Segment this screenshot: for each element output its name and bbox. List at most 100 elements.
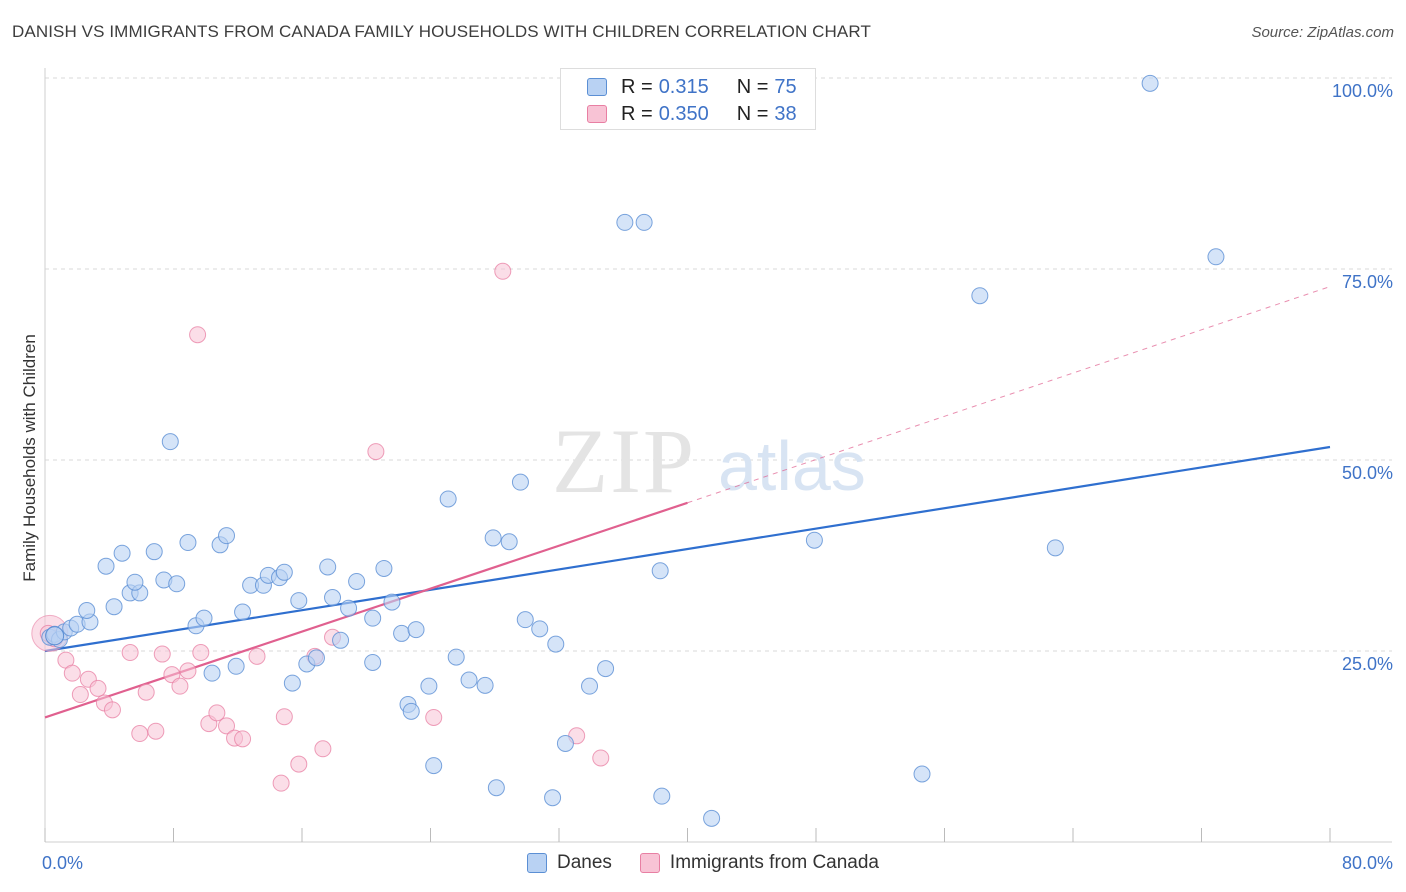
canada-point <box>290 755 308 773</box>
source-label: Source: ZipAtlas.com <box>1251 24 1394 41</box>
danes-n-value: 75 <box>774 75 797 98</box>
danes-point <box>476 676 494 694</box>
y-tick-label-25: 25.0% <box>1342 654 1393 674</box>
danes-point <box>105 598 123 616</box>
danes-point <box>195 609 213 627</box>
canada-point <box>71 686 89 704</box>
canada-point <box>314 740 332 758</box>
danes-point <box>407 621 425 639</box>
watermark-atlas: atlas <box>718 427 866 505</box>
canada-point <box>121 644 139 662</box>
danes-point <box>971 287 989 305</box>
grid-layer <box>45 77 1392 652</box>
danes-point <box>340 599 358 617</box>
canada-legend-label: Immigrants from Canada <box>669 852 879 873</box>
danes-point <box>319 558 337 576</box>
danes-point <box>227 657 245 675</box>
danes-point <box>161 433 179 451</box>
canada-trend-line-extension <box>687 286 1331 504</box>
danes-trend-line <box>44 445 1331 653</box>
canada-legend-swatch <box>639 853 660 873</box>
canada-point <box>131 725 149 743</box>
danes-point <box>1207 248 1225 266</box>
legend-row-danes: R = 0.315 N = 75 <box>587 74 797 100</box>
canada-point <box>218 717 236 735</box>
danes-legend-swatch <box>527 853 547 873</box>
canada-point <box>153 645 171 663</box>
danes-point <box>544 789 562 807</box>
danes-point <box>500 533 518 551</box>
canada-point <box>137 683 155 701</box>
danes-point <box>511 473 529 491</box>
danes-point <box>556 734 574 752</box>
y-tick-label-100: 100.0% <box>1332 81 1393 101</box>
danes-point <box>805 531 823 549</box>
canada-point <box>147 722 165 740</box>
legend-item-canada[interactable]: Immigrants from Canada <box>639 852 879 874</box>
danes-point <box>78 602 96 620</box>
danes-point <box>218 527 236 545</box>
correlation-legend: R = 0.315 N = 75 R = 0.350 N = 38 <box>560 68 816 130</box>
y-tick-label-50: 50.0% <box>1342 463 1393 483</box>
danes-point <box>420 677 438 695</box>
canada-point <box>425 708 443 726</box>
watermark: ZIP atlas <box>552 410 866 512</box>
axis-layer: 25.0% 50.0% 75.0% 100.0% 0.0% 80.0% <box>42 68 1393 873</box>
canada-r-label: R = <box>621 102 653 125</box>
canada-trend-line <box>44 501 688 719</box>
danes-point <box>324 589 342 607</box>
danes-point <box>393 624 411 642</box>
danes-point <box>1046 539 1064 557</box>
danes-point <box>290 592 308 610</box>
danes-point <box>651 562 669 580</box>
danes-point <box>516 611 534 629</box>
danes-point <box>1141 74 1159 92</box>
danes-point <box>460 671 478 689</box>
danes-point <box>581 677 599 695</box>
danes-point <box>484 529 502 547</box>
danes-point <box>616 213 634 231</box>
danes-point <box>364 609 382 627</box>
danes-point <box>145 543 163 561</box>
danes-point <box>425 757 443 775</box>
canada-point <box>89 679 107 697</box>
danes-point <box>653 787 671 805</box>
canada-point <box>592 749 610 767</box>
danes-point <box>364 653 382 671</box>
trend-layer <box>44 286 1331 719</box>
danes-point <box>703 809 721 827</box>
legend-row-canada: R = 0.350 N = 38 <box>587 101 797 127</box>
y-tick-label-75: 75.0% <box>1342 272 1393 292</box>
danes-point <box>913 765 931 783</box>
danes-point <box>375 559 393 577</box>
danes-r-value: 0.315 <box>658 75 709 98</box>
danes-point <box>97 557 115 575</box>
x-tick-label-max: 80.0% <box>1342 853 1393 873</box>
canada-point <box>189 326 207 344</box>
danes-point <box>487 779 505 797</box>
danes-point <box>635 213 653 231</box>
danes-point <box>203 664 221 682</box>
danes-point <box>597 660 615 678</box>
canada-point <box>272 774 290 792</box>
canada-n-label: N = <box>736 102 769 125</box>
danes-point <box>283 674 301 692</box>
canada-r-value: 0.350 <box>658 102 709 125</box>
danes-point <box>547 635 565 653</box>
danes-point <box>383 593 401 611</box>
danes-point <box>402 702 420 720</box>
canada-point <box>367 443 385 461</box>
legend-item-danes[interactable]: Danes <box>527 852 612 874</box>
canada-n-value: 38 <box>774 102 797 125</box>
danes-point <box>126 573 144 591</box>
danes-point <box>531 620 549 638</box>
danes-r-label: R = <box>621 75 653 98</box>
canada-point <box>171 677 189 695</box>
danes-point <box>179 534 197 552</box>
danes-point <box>168 575 186 593</box>
danes-points <box>41 74 1225 827</box>
canada-point <box>208 704 226 722</box>
canada-points <box>31 70 610 792</box>
danes-point <box>234 603 252 621</box>
